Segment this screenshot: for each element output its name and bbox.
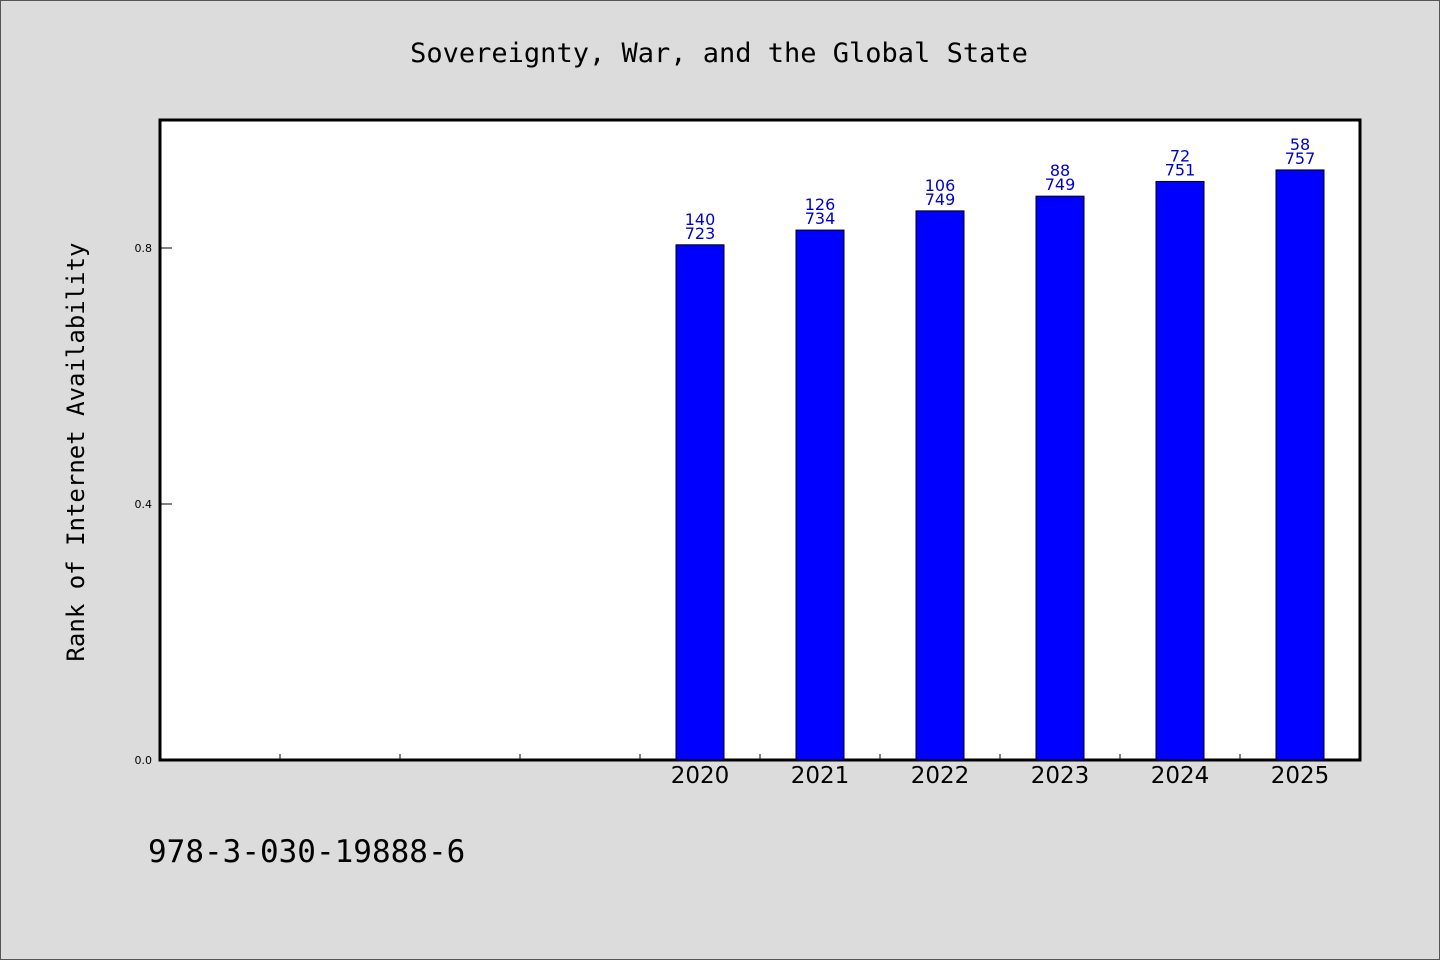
chart-title: Sovereignty, War, and the Global State <box>410 38 1028 69</box>
y-tick-label: 0.8 <box>135 242 153 255</box>
x-tick-label: 2021 <box>791 763 850 789</box>
bar-label-bottom: 751 <box>1165 160 1196 179</box>
y-axis-ticks: 0.0 0.4 0.8 <box>135 242 172 767</box>
bar-label-top: 140 <box>685 210 716 229</box>
y-axis-label: Rank of Internet Availability <box>62 242 90 661</box>
bar-label-bottom: 749 <box>925 190 956 209</box>
x-tick-label: 2025 <box>1271 763 1330 789</box>
bar-label-top: 88 <box>1050 161 1070 180</box>
bar-label-top: 126 <box>805 195 836 214</box>
bars-group <box>675 169 1325 761</box>
x-axis-ticks: 2020 2021 2022 2023 2024 2025 <box>279 754 1330 789</box>
bar-label-bottom: 757 <box>1285 149 1316 168</box>
bar-label-top: 72 <box>1170 146 1190 165</box>
bar-label-top: 58 <box>1290 135 1310 154</box>
x-tick-label: 2020 <box>671 763 730 789</box>
bar-label-bottom: 749 <box>1045 175 1076 194</box>
bar <box>795 229 845 761</box>
bar <box>1155 180 1205 761</box>
bar-label-top: 106 <box>925 176 956 195</box>
bar-label-bottom: 723 <box>685 224 716 243</box>
bar <box>915 210 965 761</box>
y-tick-label: 0.4 <box>135 498 153 511</box>
bar <box>675 244 725 761</box>
x-tick-label: 2023 <box>1031 763 1090 789</box>
bar <box>1275 169 1325 761</box>
isbn-text: 978-3-030-19888-6 <box>148 834 466 870</box>
x-tick-label: 2024 <box>1151 763 1210 789</box>
y-tick-label: 0.0 <box>135 754 153 767</box>
bar-label-bottom: 734 <box>805 209 836 228</box>
bar <box>1035 195 1085 761</box>
x-tick-label: 2022 <box>911 763 970 789</box>
